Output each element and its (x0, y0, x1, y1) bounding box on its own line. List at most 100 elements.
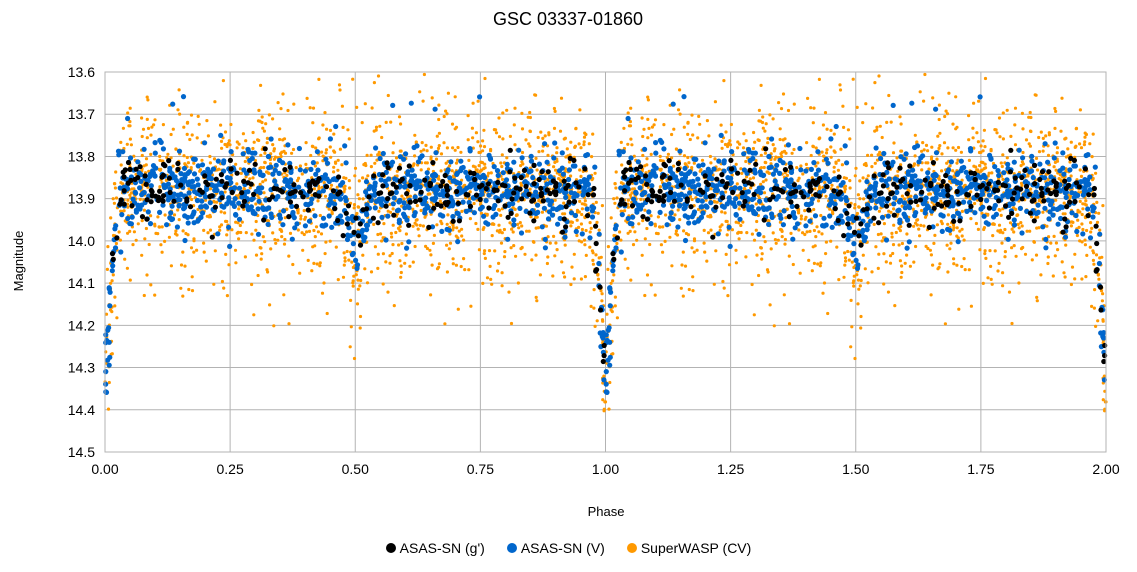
data-point (353, 166, 358, 170)
data-point (653, 118, 658, 122)
data-point (111, 273, 115, 277)
data-point (908, 264, 913, 268)
data-point (1041, 136, 1045, 140)
data-point (625, 115, 631, 122)
data-point (254, 219, 258, 224)
data-point (742, 132, 746, 136)
data-point (511, 159, 517, 165)
data-point (417, 234, 421, 238)
data-point (989, 277, 993, 281)
data-point (736, 140, 740, 144)
data-point (524, 138, 528, 142)
data-point (646, 136, 650, 140)
data-point (372, 222, 376, 226)
data-point (456, 307, 460, 311)
data-point (619, 181, 624, 185)
data-point (853, 174, 857, 178)
data-point (981, 149, 985, 153)
data-point (695, 176, 701, 182)
data-point (879, 214, 886, 220)
data-point (615, 241, 619, 246)
data-point (328, 239, 332, 243)
data-point (691, 275, 695, 279)
data-point (113, 182, 117, 186)
data-point (228, 143, 232, 147)
data-point (467, 158, 471, 162)
data-point (809, 196, 815, 202)
data-point (844, 259, 848, 263)
data-point (1069, 174, 1073, 178)
data-point (258, 182, 262, 186)
data-point (933, 195, 939, 201)
data-point (998, 185, 1002, 189)
data-point (1083, 135, 1087, 139)
data-point (801, 248, 805, 252)
data-point (725, 233, 729, 237)
data-point (900, 241, 905, 246)
data-point (448, 241, 453, 245)
data-point (918, 234, 922, 238)
data-point (980, 204, 986, 210)
data-point (1032, 240, 1036, 244)
data-point (1078, 142, 1082, 146)
data-point (951, 122, 955, 126)
data-point (991, 234, 995, 238)
data-point (354, 273, 358, 277)
data-point (176, 108, 180, 112)
data-point (169, 264, 173, 268)
data-point (1054, 241, 1058, 245)
data-point (380, 150, 386, 157)
data-point (140, 134, 144, 139)
data-point (787, 322, 792, 326)
data-point (234, 162, 238, 166)
data-point (557, 215, 563, 222)
data-point (740, 171, 744, 175)
data-point (1041, 210, 1045, 214)
data-point (158, 154, 162, 158)
data-point (563, 275, 567, 279)
data-point (613, 245, 619, 251)
data-point (672, 164, 676, 168)
data-point (820, 150, 824, 154)
data-point (300, 231, 304, 235)
data-point (471, 164, 475, 168)
data-point (572, 277, 576, 281)
data-point (591, 258, 595, 262)
data-point (260, 120, 264, 125)
data-point (535, 299, 539, 303)
data-point (558, 178, 563, 182)
data-point (713, 100, 718, 104)
data-point (785, 142, 792, 148)
data-point (981, 213, 987, 219)
data-point (288, 169, 294, 175)
data-point (391, 243, 395, 247)
data-point (930, 155, 934, 159)
data-point (517, 226, 521, 230)
data-point (663, 239, 667, 243)
data-point (131, 243, 135, 247)
data-point (902, 197, 907, 201)
data-point (601, 398, 605, 402)
data-point (290, 151, 294, 155)
data-point (829, 192, 835, 198)
data-point (724, 130, 728, 134)
data-point (645, 226, 649, 231)
data-points (103, 72, 1108, 413)
data-point (378, 177, 384, 183)
data-point (861, 121, 865, 125)
data-point (696, 182, 702, 188)
data-point (889, 120, 893, 124)
data-point (1051, 155, 1057, 161)
data-point (720, 139, 724, 143)
data-point (366, 174, 370, 178)
data-point (256, 119, 261, 123)
data-point (952, 226, 956, 230)
data-point (884, 169, 890, 175)
data-point (569, 220, 573, 224)
data-point (447, 179, 451, 183)
data-point (123, 257, 127, 261)
data-point (310, 160, 316, 166)
data-point (276, 238, 280, 242)
data-point (806, 202, 812, 208)
data-point (661, 159, 665, 163)
